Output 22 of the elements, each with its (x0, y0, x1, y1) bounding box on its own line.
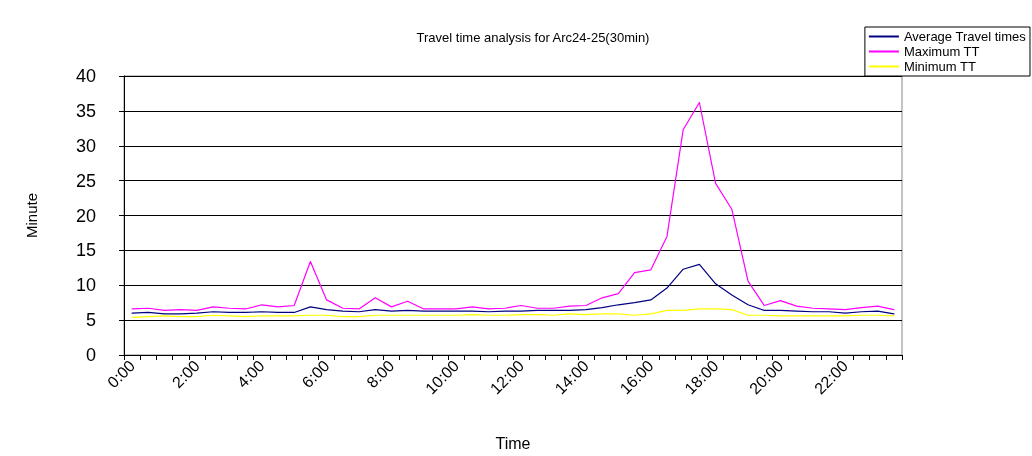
y-tick-label: 40 (75, 66, 96, 86)
y-tick-label: 15 (75, 240, 96, 261)
y-tick-label: 5 (85, 310, 96, 331)
x-axis-title: Time (495, 434, 531, 452)
legend-label: Minimum TT (903, 59, 976, 74)
legend-label: Average Travel times (903, 29, 1027, 44)
x-tick-label: 8:00 (363, 356, 398, 392)
legend-label: Maximum TT (903, 44, 980, 59)
y-tick-label: 35 (75, 100, 96, 121)
y-tick-label: 10 (75, 275, 96, 296)
chart-title: Travel time analysis for Arc24-25(30min) (416, 30, 650, 45)
line-series (131, 308, 895, 318)
x-tick-label: 6:00 (298, 356, 333, 392)
y-tick-label: 0 (85, 345, 96, 365)
line-series (131, 101, 895, 311)
y-tick-label: 30 (75, 135, 96, 156)
x-tick-label: 4:00 (233, 356, 268, 392)
line-series (131, 263, 895, 315)
y-tick-label: 20 (75, 205, 96, 226)
y-tick-label: 25 (75, 170, 96, 191)
y-axis-title: Minute (23, 192, 40, 239)
x-tick-label: 0:00 (104, 356, 139, 392)
